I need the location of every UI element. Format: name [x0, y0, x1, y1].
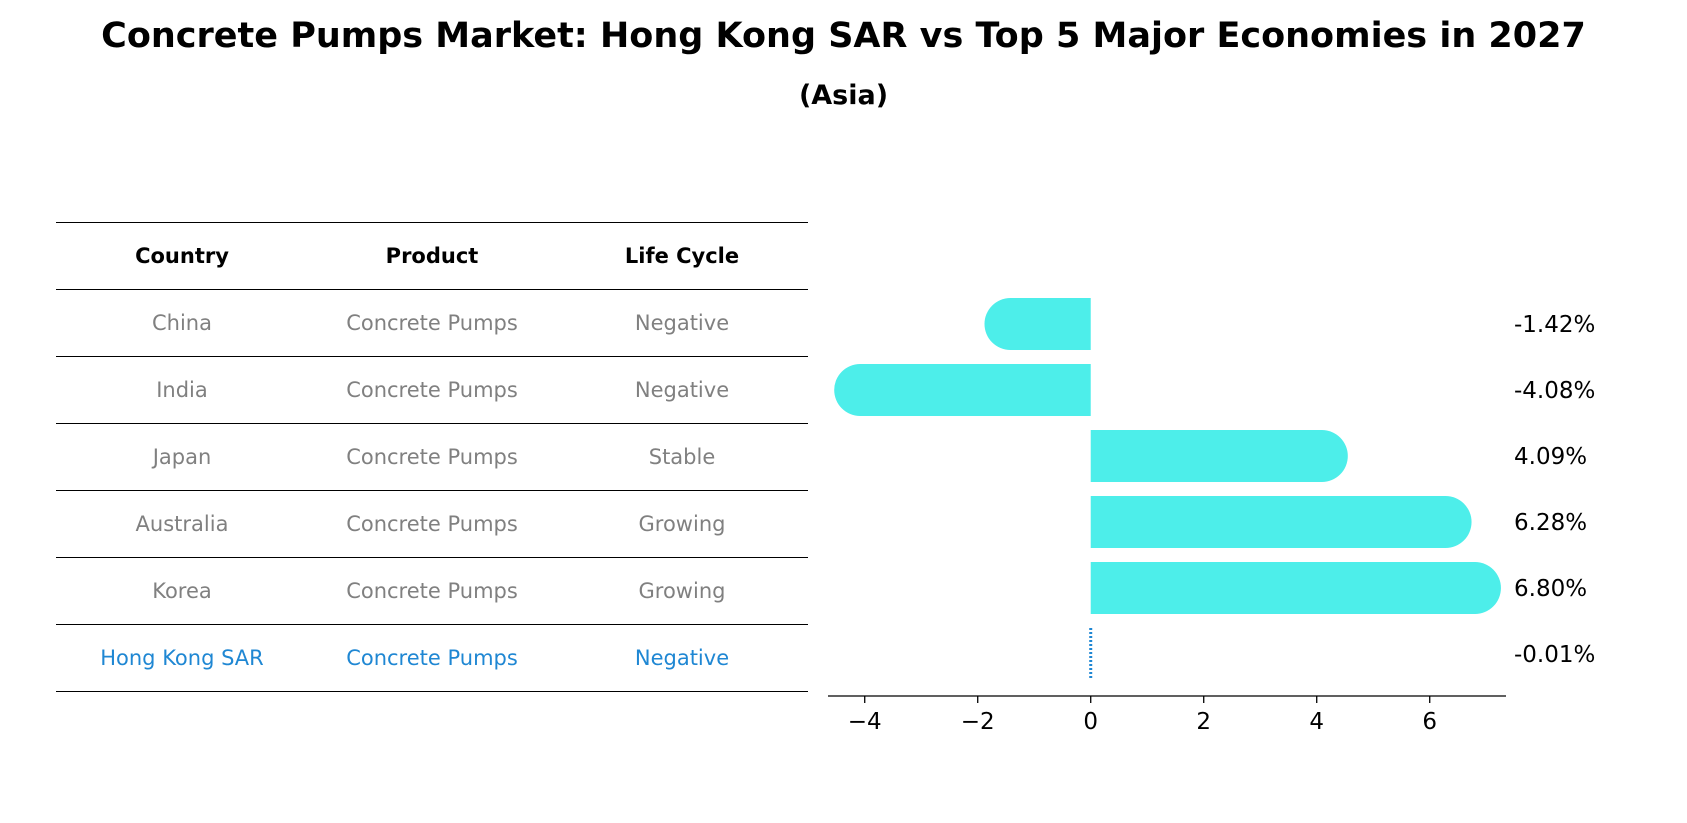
cell-life-cycle: Negative: [556, 624, 808, 692]
header-country: Country: [56, 222, 308, 290]
bar-value-label: -4.08%: [1514, 378, 1595, 404]
table-row: Korea Concrete Pumps Growing: [56, 557, 808, 625]
table-row: China Concrete Pumps Negative: [56, 289, 808, 357]
x-tick-label: 2: [1196, 709, 1211, 735]
cell-product: Concrete Pumps: [308, 557, 556, 625]
x-tick-label: 4: [1309, 709, 1324, 735]
x-tick-label: 6: [1422, 709, 1437, 735]
table-row: Australia Concrete Pumps Growing: [56, 490, 808, 558]
table-header-row: Country Product Life Cycle: [56, 222, 808, 290]
bar-value-label: 6.28%: [1514, 510, 1587, 536]
bar: [834, 364, 1091, 416]
bar: [1090, 496, 1472, 548]
cell-country: Hong Kong SAR: [56, 624, 308, 692]
header-product: Product: [308, 222, 556, 290]
cell-product: Concrete Pumps: [308, 490, 556, 558]
x-tick-label: 0: [1083, 709, 1098, 735]
bar: [1090, 430, 1348, 482]
cell-country: Japan: [56, 423, 308, 491]
chart-subtitle: (Asia): [798, 80, 889, 111]
chart-title: Concrete Pumps Market: Hong Kong SAR vs …: [101, 16, 1586, 56]
cell-life-cycle: Growing: [556, 557, 808, 625]
x-tick-label: −4: [848, 709, 882, 735]
bar: [984, 298, 1091, 350]
header-life-cycle: Life Cycle: [556, 222, 808, 290]
cell-product: Concrete Pumps: [308, 624, 556, 692]
growth-bar-chart: -1.42% -4.08% 4.09% 6.28% 6.80% -0.01% −4 −2 0 2 4…: [828, 298, 1595, 735]
table-row: India Concrete Pumps Negative: [56, 356, 808, 424]
cell-product: Concrete Pumps: [308, 423, 556, 491]
bar-value-label: -0.01%: [1514, 642, 1595, 668]
bar: [1090, 562, 1501, 614]
cell-product: Concrete Pumps: [308, 356, 556, 424]
cell-life-cycle: Negative: [556, 356, 808, 424]
cell-country: China: [56, 289, 308, 357]
cell-life-cycle: Stable: [556, 423, 808, 491]
cell-country: Australia: [56, 490, 308, 558]
bar-value-label: 4.09%: [1514, 444, 1587, 470]
comparison-table: Country Product Life Cycle China Concret…: [56, 222, 808, 692]
cell-life-cycle: Growing: [556, 490, 808, 558]
table-row: Japan Concrete Pumps Stable: [56, 423, 808, 491]
cell-country: Korea: [56, 557, 308, 625]
cell-life-cycle: Negative: [556, 289, 808, 357]
table-row-highlighted: Hong Kong SAR Concrete Pumps Negative: [56, 624, 808, 692]
x-tick-label: −2: [961, 709, 995, 735]
cell-product: Concrete Pumps: [308, 289, 556, 357]
bar-value-label: -1.42%: [1514, 312, 1595, 338]
bar-value-label: 6.80%: [1514, 576, 1587, 602]
cell-country: India: [56, 356, 308, 424]
